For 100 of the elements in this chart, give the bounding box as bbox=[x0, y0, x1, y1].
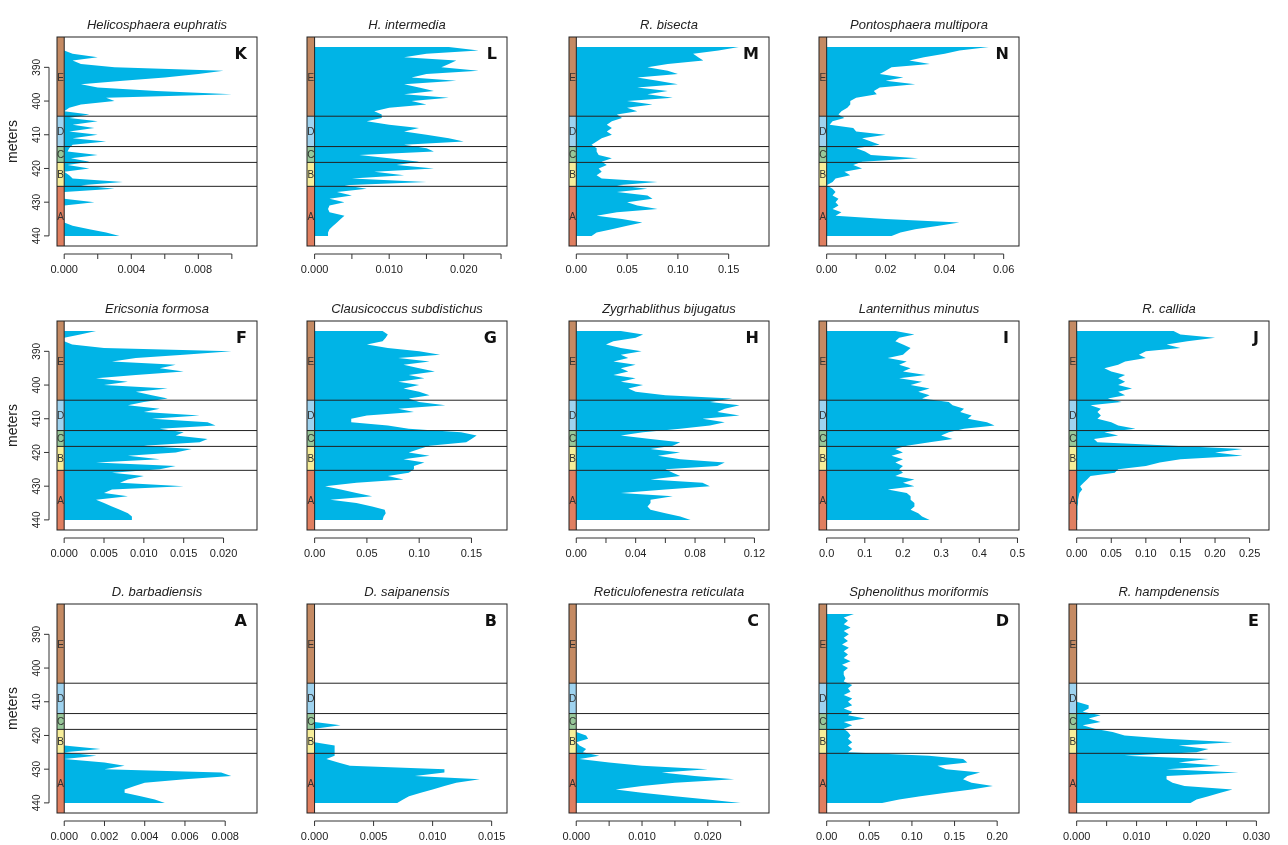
annotation: M bbox=[743, 44, 759, 63]
x-tick-label: 0.005 bbox=[90, 547, 118, 559]
annotation: C bbox=[307, 433, 315, 445]
annotation: B bbox=[307, 736, 315, 748]
annotation: B bbox=[569, 453, 577, 465]
annotation: C bbox=[569, 433, 577, 445]
x-tick-label: 0.04 bbox=[933, 263, 956, 275]
x-tick-label: 0.008 bbox=[184, 263, 213, 275]
x-tick-label: 0.000 bbox=[300, 830, 329, 842]
x-tick-label: 0.05 bbox=[858, 830, 881, 842]
y-axis-title: meters bbox=[4, 120, 20, 163]
x-tick-label: 0.005 bbox=[359, 830, 388, 842]
annotation: L bbox=[486, 44, 497, 63]
annotation: A bbox=[307, 211, 315, 223]
x-tick-label: 0.0 bbox=[818, 547, 835, 559]
annotation: B bbox=[57, 736, 65, 748]
annotation: D bbox=[569, 693, 577, 705]
x-tick-label: 0.00 bbox=[815, 830, 838, 842]
y-tick-label: 410 bbox=[31, 692, 42, 711]
annotation: D bbox=[56, 410, 65, 422]
x-tick-label: 0.000 bbox=[562, 830, 590, 842]
chart-title: Zygrhablithus bijugatus bbox=[601, 301, 737, 316]
annotation: D bbox=[569, 410, 577, 422]
annotation: D bbox=[819, 693, 827, 705]
annotation: B bbox=[307, 453, 315, 465]
annotation: E bbox=[1069, 638, 1077, 650]
annotation: A bbox=[57, 211, 65, 223]
annotation: B bbox=[819, 736, 827, 748]
x-tick-label: 0.00 bbox=[565, 263, 588, 275]
x-tick-label: 0.5 bbox=[1009, 547, 1026, 559]
annotation: D bbox=[56, 126, 65, 138]
annotation: E bbox=[569, 71, 577, 83]
annotation: H bbox=[745, 328, 759, 347]
annotation: E bbox=[819, 638, 827, 650]
x-tick-label: 0.015 bbox=[477, 830, 506, 842]
x-tick-label: 0.10 bbox=[1135, 547, 1157, 559]
annotation: C bbox=[819, 433, 827, 445]
y-tick-label: 430 bbox=[31, 193, 42, 211]
annotation: A bbox=[819, 495, 827, 507]
annotation: E bbox=[1069, 355, 1077, 367]
x-tick-label: 0.00 bbox=[303, 547, 326, 559]
y-tick-label: 420 bbox=[31, 726, 42, 744]
annotation: A bbox=[234, 611, 248, 630]
annotation: A bbox=[1069, 778, 1077, 790]
x-tick-label: 0.015 bbox=[169, 547, 198, 559]
annotation: D bbox=[1069, 410, 1077, 422]
annotation: E bbox=[307, 355, 315, 367]
annotation: E bbox=[57, 71, 65, 83]
annotation: A bbox=[569, 495, 577, 507]
annotation: E bbox=[57, 355, 65, 367]
x-tick-label: 0.05 bbox=[356, 547, 378, 559]
x-tick-label: 0.10 bbox=[901, 830, 923, 842]
annotation: A bbox=[819, 211, 827, 223]
chart-title: R. bisecta bbox=[640, 17, 698, 32]
y-tick-label: 390 bbox=[31, 58, 42, 76]
annotation: D bbox=[1069, 693, 1077, 705]
annotation: G bbox=[483, 328, 497, 347]
annotation: B bbox=[819, 169, 827, 181]
annotation: E bbox=[57, 638, 65, 650]
x-tick-label: 0.20 bbox=[1204, 547, 1226, 559]
chart-title: Clausicoccus subdistichus bbox=[331, 301, 484, 316]
annotation: D bbox=[307, 410, 315, 422]
annotation: E bbox=[819, 71, 827, 83]
x-tick-label: 0.06 bbox=[992, 263, 1015, 275]
annotation: E bbox=[307, 71, 315, 83]
annotation: C bbox=[747, 611, 759, 630]
annotation: B bbox=[307, 169, 315, 181]
x-tick-label: 0.000 bbox=[50, 263, 78, 275]
x-tick-label: 0.004 bbox=[117, 263, 146, 275]
x-tick-label: 0.020 bbox=[694, 830, 722, 842]
x-tick-label: 0.010 bbox=[375, 263, 403, 275]
x-tick-label: 0.00 bbox=[1065, 547, 1088, 559]
annotation: C bbox=[819, 149, 827, 161]
chart-title: Sphenolithus moriformis bbox=[849, 584, 990, 599]
x-tick-label: 0.08 bbox=[684, 547, 706, 559]
x-tick-label: 0.020 bbox=[209, 547, 238, 559]
annotation: D bbox=[569, 126, 577, 138]
annotation: D bbox=[819, 126, 827, 138]
x-tick-label: 0.10 bbox=[667, 263, 689, 275]
chart-title: Helicosphaera euphratis bbox=[86, 17, 228, 32]
annotation: D bbox=[307, 693, 315, 705]
x-tick-label: 0.12 bbox=[743, 547, 766, 559]
annotation: A bbox=[307, 778, 315, 790]
x-tick-label: 0.002 bbox=[90, 830, 119, 842]
y-axis-title: meters bbox=[4, 404, 20, 447]
annotation: C bbox=[1069, 716, 1077, 728]
x-tick-label: 0.20 bbox=[986, 830, 1008, 842]
x-tick-label: 0.020 bbox=[1182, 830, 1211, 842]
annotation: C bbox=[307, 149, 315, 161]
annotation: C bbox=[1069, 433, 1077, 445]
annotation: E bbox=[569, 638, 577, 650]
annotation: E bbox=[569, 355, 577, 367]
chart-title: R. hampdenensis bbox=[1118, 584, 1221, 599]
x-tick-label: 0.4 bbox=[971, 547, 987, 559]
annotation: B bbox=[1069, 453, 1077, 465]
chart-title: Ericsonia formosa bbox=[104, 301, 210, 316]
y-tick-label: 420 bbox=[31, 443, 42, 461]
x-tick-label: 0.25 bbox=[1238, 547, 1261, 559]
x-tick-label: 0.000 bbox=[50, 830, 79, 842]
x-tick-label: 0.004 bbox=[130, 830, 159, 842]
